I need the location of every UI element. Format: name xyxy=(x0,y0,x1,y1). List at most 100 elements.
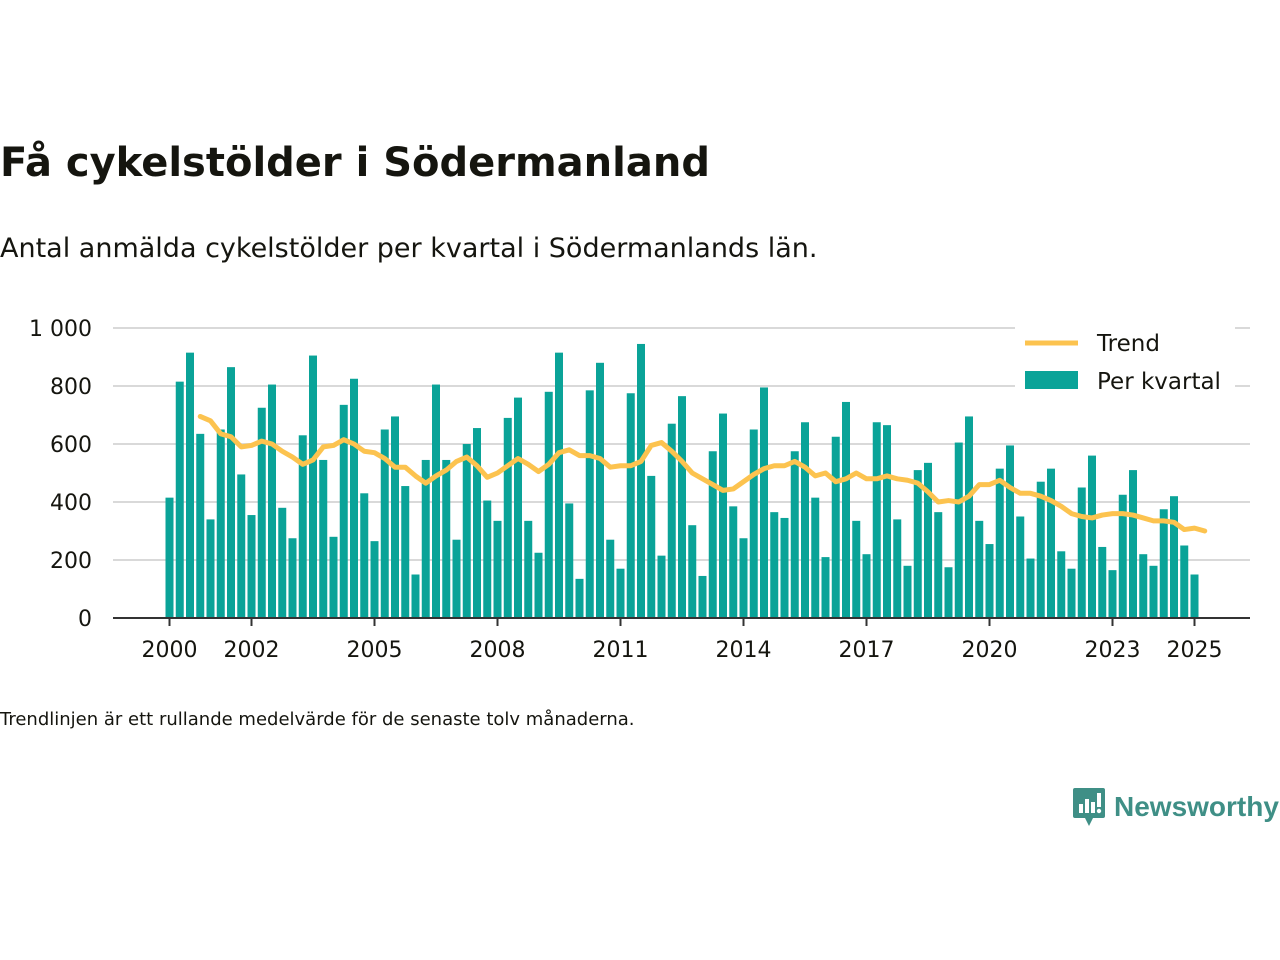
bar xyxy=(370,541,379,618)
bar xyxy=(411,574,420,618)
bar xyxy=(514,397,522,618)
bar xyxy=(585,390,594,618)
bar xyxy=(1180,545,1189,618)
trend-line xyxy=(197,413,1208,534)
bar xyxy=(1139,554,1148,618)
bar xyxy=(606,539,615,618)
bar xyxy=(903,565,912,618)
footnote: Trendlinjen är ett rullande medelvärde f… xyxy=(0,709,635,730)
bar xyxy=(196,433,205,618)
bar xyxy=(503,417,512,618)
bar xyxy=(483,500,492,618)
bar xyxy=(421,459,430,618)
bar xyxy=(1077,487,1086,618)
bar xyxy=(329,536,338,618)
bar xyxy=(688,525,697,618)
bar xyxy=(319,459,328,618)
bar xyxy=(1006,445,1014,618)
bar xyxy=(237,474,246,618)
bar xyxy=(667,423,676,618)
bar xyxy=(770,512,779,618)
bar xyxy=(452,539,461,618)
bar xyxy=(780,517,789,618)
bar xyxy=(309,355,317,618)
bar xyxy=(719,413,727,618)
x-tick-label: 2014 xyxy=(716,638,772,663)
legend-background xyxy=(1015,326,1235,410)
bar xyxy=(278,507,287,618)
bar xyxy=(821,557,830,618)
legend-bars-swatch xyxy=(1025,371,1078,389)
bar xyxy=(811,497,820,618)
bar xyxy=(647,475,656,618)
bar xyxy=(257,407,266,618)
x-tick-label: 2020 xyxy=(962,638,1018,663)
bar xyxy=(657,555,666,618)
bar xyxy=(872,422,881,618)
bar xyxy=(175,381,184,618)
bar xyxy=(831,436,840,618)
y-tick-label: 1 000 xyxy=(29,317,92,342)
bar xyxy=(1118,494,1127,618)
x-tick-label: 2025 xyxy=(1167,638,1223,663)
y-tick-label: 200 xyxy=(50,549,92,574)
x-tick-label: 2000 xyxy=(142,638,198,663)
bar xyxy=(401,486,410,618)
bar xyxy=(944,567,953,618)
bar xyxy=(1170,496,1178,618)
bar xyxy=(165,497,174,618)
bar xyxy=(965,416,973,618)
bar xyxy=(380,429,389,618)
bar xyxy=(575,578,584,618)
y-axis-labels: 0 200 400 600 800 1 000 xyxy=(29,317,92,632)
bar xyxy=(1190,574,1199,618)
bar xyxy=(698,575,707,618)
bar xyxy=(893,519,902,618)
brand-logo[interactable]: Newsworthy xyxy=(1072,786,1279,828)
x-tick-label: 2005 xyxy=(347,638,403,663)
bar xyxy=(442,459,451,618)
brand-name: Newsworthy xyxy=(1114,791,1279,822)
bar xyxy=(206,519,215,618)
bar xyxy=(298,435,307,618)
bar xyxy=(729,506,738,618)
bar xyxy=(616,568,625,618)
bar xyxy=(391,416,399,618)
y-tick-label: 400 xyxy=(50,491,92,516)
bar xyxy=(1098,546,1107,618)
y-tick-label: 600 xyxy=(50,433,92,458)
bar xyxy=(1067,568,1076,618)
bar xyxy=(493,520,502,618)
chart-subtitle: Antal anmälda cykelstölder per kvartal i… xyxy=(0,233,818,264)
bar xyxy=(1108,570,1117,618)
bar xyxy=(544,391,553,618)
bar-series xyxy=(165,343,1199,618)
bar xyxy=(995,468,1004,618)
bar xyxy=(462,444,471,618)
bar xyxy=(1016,516,1025,618)
bar xyxy=(555,352,563,618)
x-tick-label: 2011 xyxy=(593,638,649,663)
bar xyxy=(288,538,297,618)
bar xyxy=(268,384,276,618)
bar xyxy=(862,554,871,618)
bar xyxy=(678,396,686,618)
bar xyxy=(708,451,717,618)
bar xyxy=(227,367,235,618)
x-tick-label: 2002 xyxy=(224,638,280,663)
bar xyxy=(739,538,748,618)
x-tick-label: 2008 xyxy=(470,638,526,663)
bar xyxy=(216,429,225,618)
bar xyxy=(852,520,861,618)
bar xyxy=(1057,551,1066,618)
bar xyxy=(1088,455,1096,618)
bar xyxy=(924,462,932,618)
bar xyxy=(1047,468,1055,618)
x-tick-label: 2023 xyxy=(1085,638,1141,663)
bar xyxy=(637,343,645,618)
bar xyxy=(985,544,994,618)
bar xyxy=(760,387,768,618)
bar xyxy=(626,393,635,618)
legend-trend-label: Trend xyxy=(1096,331,1160,357)
